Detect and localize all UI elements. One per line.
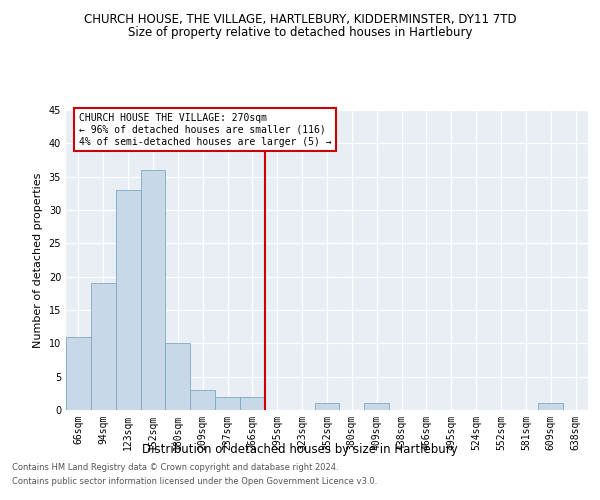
Bar [91, 284, 116, 410]
Text: Size of property relative to detached houses in Hartlebury: Size of property relative to detached ho… [128, 26, 472, 39]
Text: Contains public sector information licensed under the Open Government Licence v3: Contains public sector information licen… [12, 477, 377, 486]
Bar [314, 404, 340, 410]
Bar [190, 390, 215, 410]
Text: CHURCH HOUSE THE VILLAGE: 270sqm
← 96% of detached houses are smaller (116)
4% o: CHURCH HOUSE THE VILLAGE: 270sqm ← 96% o… [79, 114, 331, 146]
Bar [364, 404, 389, 410]
Bar [215, 396, 240, 410]
Text: CHURCH HOUSE, THE VILLAGE, HARTLEBURY, KIDDERMINSTER, DY11 7TD: CHURCH HOUSE, THE VILLAGE, HARTLEBURY, K… [83, 12, 517, 26]
Bar [140, 170, 166, 410]
Text: Contains HM Land Registry data © Crown copyright and database right 2024.: Contains HM Land Registry data © Crown c… [12, 464, 338, 472]
Text: Distribution of detached houses by size in Hartlebury: Distribution of detached houses by size … [142, 442, 458, 456]
Bar [116, 190, 140, 410]
Bar [66, 336, 91, 410]
Bar [538, 404, 563, 410]
Bar [240, 396, 265, 410]
Y-axis label: Number of detached properties: Number of detached properties [33, 172, 43, 348]
Bar [166, 344, 190, 410]
